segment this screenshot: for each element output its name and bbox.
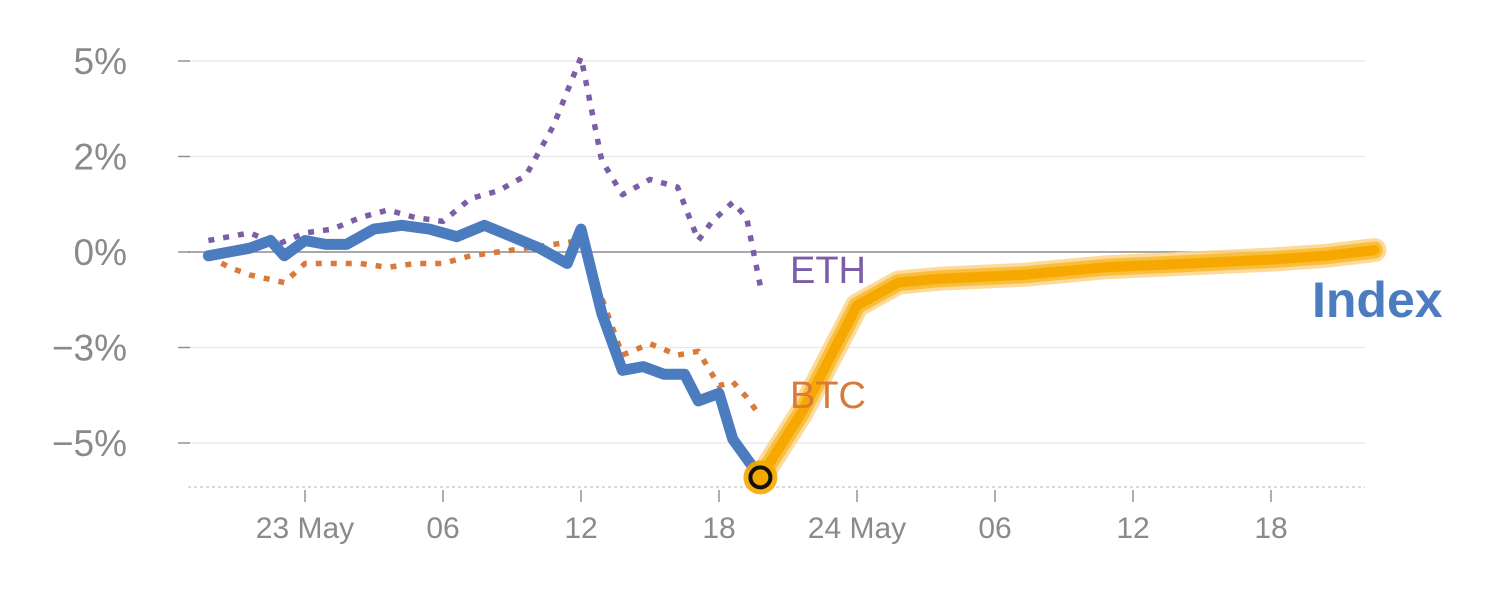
highlight-point [748,465,773,490]
y-tick-label: 0% [74,232,127,273]
index-forecast-line [755,245,1380,483]
eth-series-label: ETH [790,250,866,292]
x-tick-label: 23 May [256,512,354,545]
markers [743,460,778,495]
x-tick-label: 06 [978,512,1011,545]
y-tick-label: −5% [52,423,127,464]
y-tick-label: 2% [74,137,127,178]
x-tick-label: 18 [1254,512,1287,545]
x-tick-label: 12 [1116,512,1149,545]
index-series-label: Index [1312,272,1443,328]
x-tick-label: 24 May [808,512,906,545]
eth-series-line [207,54,764,287]
axes: 5% 2% 0% −3% −5% 23 May 06 12 18 24 May 06 12 18 [52,41,1365,545]
btc-series-line [207,237,763,418]
y-tick-label: −3% [52,328,127,369]
x-tick-label: 06 [426,512,459,545]
series-lines [202,54,1387,490]
index-forecast-series [748,238,1387,490]
btc-series-label: BTC [790,375,866,417]
x-tick-label: 12 [564,512,597,545]
y-tick-label: 5% [74,41,127,82]
x-tick-label: 18 [702,512,735,545]
index-series-line [202,219,766,483]
